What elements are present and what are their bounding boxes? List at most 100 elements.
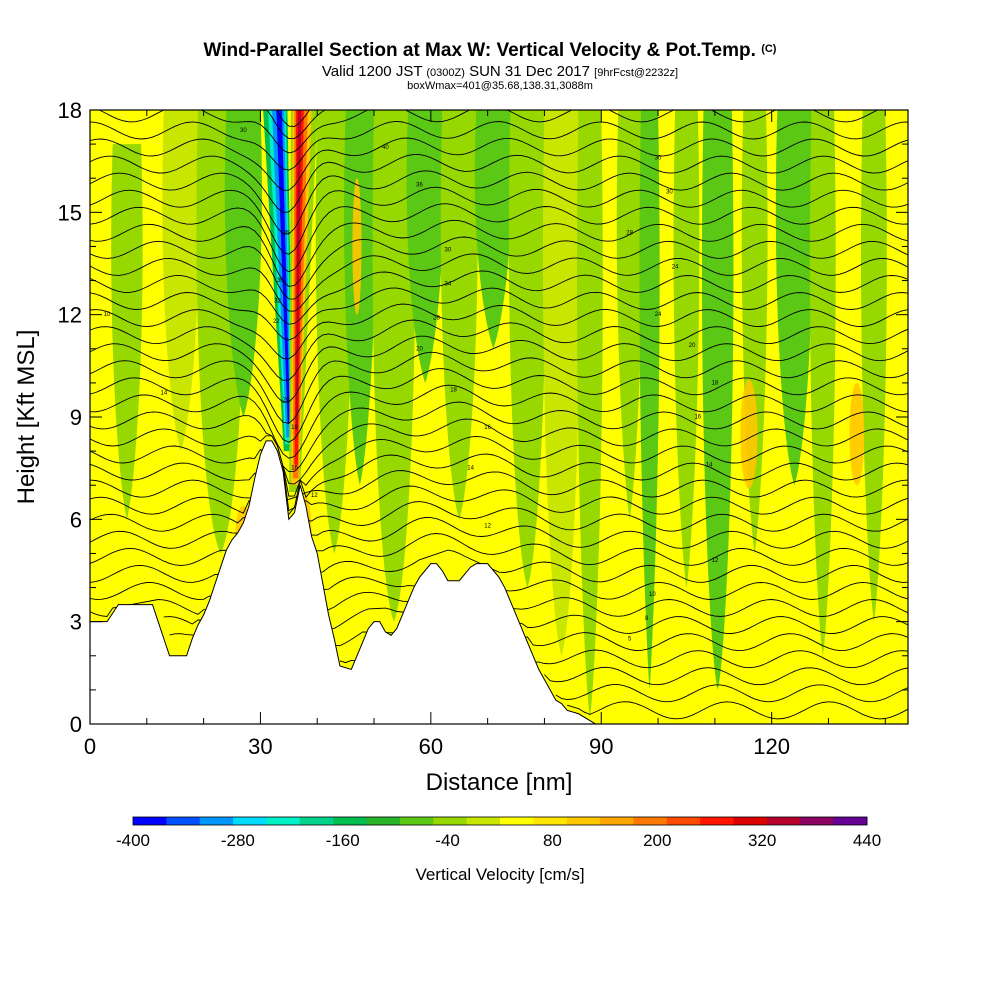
y-tick-label: 12 — [58, 303, 82, 328]
theta-contour-line — [90, 186, 908, 255]
velocity-band — [315, 110, 353, 554]
theta-contour-line — [567, 701, 908, 720]
theta-contour-label: 30 — [277, 278, 284, 284]
theta-contour-label: 32 — [274, 299, 281, 305]
chart-subtitle: Valid 1200 JST (0300Z) SUN 31 Dec 2017 [… — [322, 63, 678, 80]
velocity-band — [775, 110, 813, 486]
theta-contour-label: 8 — [645, 616, 649, 622]
theta-contour-label: 20 — [416, 346, 423, 352]
colorbar-swatch — [500, 817, 534, 825]
theta-contour-label: 10 — [104, 312, 111, 318]
theta-contour-line — [90, 170, 908, 235]
velocity-band — [576, 110, 603, 718]
theta-contour-label: 5 — [628, 636, 632, 642]
theta-contour-line — [90, 270, 908, 325]
theta-contour-label: 24 — [655, 312, 662, 318]
colorbar-tick-label: -280 — [221, 831, 255, 850]
theta-contour-line — [90, 435, 908, 497]
theta-contour-line — [90, 319, 908, 381]
theta-contour-line — [90, 418, 908, 485]
theta-contour-line — [90, 470, 908, 500]
theta-contour-line — [90, 453, 908, 512]
theta-contour-label: 14 — [161, 391, 168, 397]
theta-contour-label: 28 — [626, 230, 633, 236]
chart-title: Wind-Parallel Section at Max W: Vertical… — [204, 40, 777, 61]
terrain-profile — [90, 440, 908, 724]
velocity-band — [616, 110, 643, 520]
theta-contour-line — [339, 649, 908, 669]
theta-contour-label: 14 — [467, 466, 474, 472]
y-axis: 0 36 9 12 15 18 — [58, 98, 908, 737]
velocity-band — [809, 110, 836, 656]
colorbar-swatch — [600, 817, 634, 825]
theta-contour-label: 20 — [689, 343, 696, 349]
theta-contour-label: 22 — [273, 319, 280, 325]
theta-contour-line — [90, 335, 908, 403]
velocity-band — [673, 110, 700, 588]
theta-contour-label: 18 — [291, 425, 298, 431]
x-axis: 0 30 60 90 120 — [84, 110, 886, 759]
theta-contour-label: 20 — [283, 398, 290, 404]
theta-contours — [90, 110, 908, 720]
colorbar-swatch — [366, 817, 401, 825]
theta-contour-line — [90, 401, 908, 473]
x-tick-label: 0 — [84, 734, 96, 759]
theta-contour-label: 12 — [311, 493, 318, 499]
colorbar-swatch — [233, 817, 267, 825]
colorbar-swatch — [433, 817, 468, 825]
plot-area: 14 10 30 40 36 30 34 28 20 18 16 14 12 30 30 28 24 24 20 18… — [90, 110, 908, 724]
colorbar-swatch — [833, 817, 868, 825]
colorbar-swatch — [566, 817, 601, 825]
colorbar-swatch — [533, 817, 568, 825]
colorbar-swatch — [133, 817, 167, 825]
colorbar-tick-label: -40 — [435, 831, 460, 850]
y-tick-label: 18 — [58, 98, 82, 123]
colorbar-tick-label: -160 — [326, 831, 360, 850]
theta-contour-line — [90, 501, 908, 532]
colorbar-tick-label: 200 — [643, 831, 671, 850]
theta-contour-label: 14 — [706, 462, 713, 468]
colorbar-title: Vertical Velocity [cm/s] — [415, 865, 584, 884]
theta-contour-label: 36 — [416, 183, 423, 189]
theta-contour-line — [90, 533, 908, 566]
theta-contour-line — [90, 219, 908, 287]
theta-contour-line — [90, 236, 908, 300]
velocity-band — [861, 110, 887, 622]
theta-contour-line — [90, 549, 908, 583]
y-tick-label: 0 — [70, 712, 82, 737]
colorbar-swatch — [700, 817, 735, 825]
theta-contour-line — [544, 666, 908, 686]
colorbar-tick-label: 320 — [748, 831, 776, 850]
colorbar-tick-label: 80 — [543, 831, 562, 850]
theta-contour-label: 12 — [712, 558, 719, 564]
theta-contour-label: 16 — [484, 425, 491, 431]
velocity-band — [701, 110, 734, 690]
colorbar-swatch — [399, 817, 434, 825]
velocity-band — [162, 110, 200, 452]
theta-contour-label: 16 — [694, 415, 701, 421]
velocity-warm-patch — [849, 382, 865, 486]
theta-contour-line — [90, 203, 908, 273]
theta-contour-label: 30 — [240, 128, 247, 134]
colorbar-swatch — [766, 817, 801, 825]
theta-contour-label: 26 — [283, 230, 290, 236]
theta-contour-label: 24 — [672, 264, 679, 270]
y-tick-label: 9 — [70, 405, 82, 430]
colorbar-frame — [132, 816, 868, 826]
theta-contour-labels: 14 10 30 40 36 30 34 28 20 18 16 14 12 30 30 28 24 24 20 18… — [104, 128, 719, 642]
y-tick-label: 15 — [58, 200, 82, 225]
colorbar-swatch — [299, 817, 334, 825]
x-axis-label: Distance [nm] — [426, 769, 573, 796]
theta-contour-label: 10 — [649, 592, 656, 598]
colorbar-swatch — [333, 817, 368, 825]
colorbar-swatch — [733, 817, 768, 825]
theta-contour-line — [90, 137, 908, 191]
colorbar-swatch — [666, 817, 701, 825]
theta-contour-line — [90, 351, 908, 424]
velocity-band — [639, 110, 660, 690]
theta-contour-line — [163, 607, 908, 634]
theta-contour-line — [90, 591, 908, 617]
y-tick-label: 6 — [70, 507, 82, 532]
x-tick-label: 30 — [248, 734, 272, 759]
